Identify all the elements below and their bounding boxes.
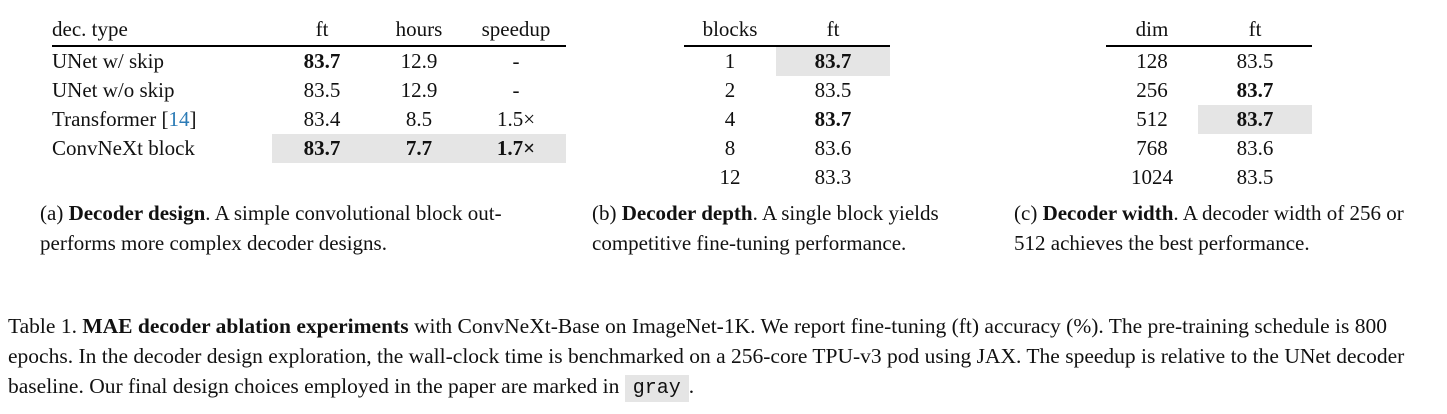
cell-dim: 1024	[1131, 165, 1173, 189]
table-row: 256 83.7	[1106, 76, 1312, 105]
cell-ft: 83.5	[1236, 49, 1274, 73]
cell-ft: 83.7	[776, 46, 890, 76]
subcaption-text: . A single block yields competitive fine…	[592, 201, 939, 255]
cell-ft: 83.7	[814, 107, 852, 131]
table-row: 4 83.7	[684, 105, 890, 134]
table-row: 12 83.3	[684, 163, 890, 192]
table-caption: Table 1. MAE decoder ablation experiment…	[8, 311, 1436, 404]
cell-blocks: 1	[724, 49, 736, 73]
cell-dim: 128	[1136, 49, 1168, 73]
table-row: 128 83.5	[1106, 46, 1312, 76]
table-header-row: dim ft	[1106, 14, 1312, 47]
column-header-ft: ft	[776, 14, 890, 47]
table-row-selected: 512 83.7	[1106, 105, 1312, 134]
cell-hours: 7.7	[372, 134, 466, 163]
table-row: Transformer [14] 83.4 8.5 1.5×	[52, 105, 566, 134]
column-header-hours: hours	[372, 14, 466, 47]
cell-ft: 83.7	[272, 134, 372, 163]
table-row: UNet w/ skip 83.7 12.9 -	[52, 46, 566, 76]
subcaption-a: (a) Decoder design. A simple convolution…	[40, 198, 560, 258]
subcaption-title: Decoder depth	[621, 201, 753, 225]
gray-marker: gray	[624, 375, 689, 402]
cell-dec-type: ConvNeXt block	[52, 136, 195, 160]
subcaption-prefix: (c)	[1014, 201, 1043, 225]
table-decoder-depth: blocks ft 1 83.7 2 83.5 4 83.7 8 83.6 12	[684, 14, 890, 192]
cell-blocks: 2	[724, 78, 736, 102]
column-header-ft: ft	[1198, 14, 1312, 47]
cell-blocks: 8	[724, 136, 736, 160]
cell-blocks: 4	[724, 107, 736, 131]
cell-speedup: -	[512, 78, 520, 102]
table-row: 8 83.6	[684, 134, 890, 163]
subcaption-text: . A simple convolutional block out-perfo…	[40, 201, 502, 255]
subcaption-title: Decoder width	[1042, 201, 1174, 225]
table-row-selected: ConvNeXt block 83.7 7.7 1.7×	[52, 134, 566, 163]
table-row-selected: 1 83.7	[684, 46, 890, 76]
cell-hours: 12.9	[400, 78, 438, 102]
subcaption-b: (b) Decoder depth. A single block yields…	[592, 198, 992, 258]
cell-ft: 83.5	[1236, 165, 1274, 189]
cell-dec-type: UNet w/o skip	[52, 78, 175, 102]
caption-label: Table 1.	[8, 314, 83, 338]
column-header-speedup: speedup	[466, 14, 566, 47]
cell-hours: 12.9	[400, 49, 438, 73]
caption-end: .	[688, 374, 695, 398]
subcaption-prefix: (b)	[592, 201, 622, 225]
citation-link[interactable]: 14	[168, 107, 190, 131]
cell-dim: 256	[1136, 78, 1168, 102]
cell-ft: 83.7	[1198, 105, 1312, 134]
cell-speedup: 1.7×	[466, 134, 566, 163]
cell-dec-type: Transformer [14]	[52, 105, 272, 134]
column-header-blocks: blocks	[684, 14, 776, 47]
subcaption-prefix: (a)	[40, 201, 69, 225]
cell-dec-type-suffix: ]	[189, 107, 197, 131]
subcaption-title: Decoder design	[68, 201, 206, 225]
caption-title: MAE decoder ablation experiments	[82, 314, 409, 338]
cell-ft: 83.3	[814, 165, 852, 189]
cell-ft: 83.4	[303, 107, 341, 131]
table-decoder-width: dim ft 128 83.5 256 83.7 512 83.7 768 83…	[1106, 14, 1312, 192]
table-decoder-design: dec. type ft hours speedup UNet w/ skip …	[52, 14, 566, 163]
cell-ft: 83.7	[303, 49, 341, 73]
table-header-row: blocks ft	[684, 14, 890, 47]
cell-dec-type-text: Transformer [	[52, 107, 169, 131]
column-header-dec-type: dec. type	[52, 14, 272, 47]
cell-hours: 8.5	[405, 107, 433, 131]
cell-dec-type: UNet w/ skip	[52, 49, 164, 73]
cell-ft: 83.6	[1236, 136, 1274, 160]
table-row: 2 83.5	[684, 76, 890, 105]
subcaption-c: (c) Decoder width. A decoder width of 25…	[1014, 198, 1414, 258]
cell-ft: 83.5	[303, 78, 341, 102]
cell-speedup: -	[512, 49, 520, 73]
cell-speedup: 1.5×	[496, 107, 536, 131]
column-header-ft: ft	[272, 14, 372, 47]
cell-ft: 83.7	[1236, 78, 1274, 102]
table-row: 1024 83.5	[1106, 163, 1312, 192]
table-header-row: dec. type ft hours speedup	[52, 14, 566, 47]
caption-text: with ConvNeXt-Base on ImageNet-1K. We re…	[8, 314, 1405, 398]
cell-dim: 768	[1136, 136, 1168, 160]
cell-ft: 83.6	[814, 136, 852, 160]
cell-dim: 512	[1136, 107, 1168, 131]
cell-blocks: 12	[719, 165, 741, 189]
table-row: 768 83.6	[1106, 134, 1312, 163]
column-header-dim: dim	[1106, 14, 1198, 47]
table-row: UNet w/o skip 83.5 12.9 -	[52, 76, 566, 105]
cell-ft: 83.5	[814, 78, 852, 102]
subcaption-text: . A decoder width of 256 or 512 achieves…	[1014, 201, 1404, 255]
